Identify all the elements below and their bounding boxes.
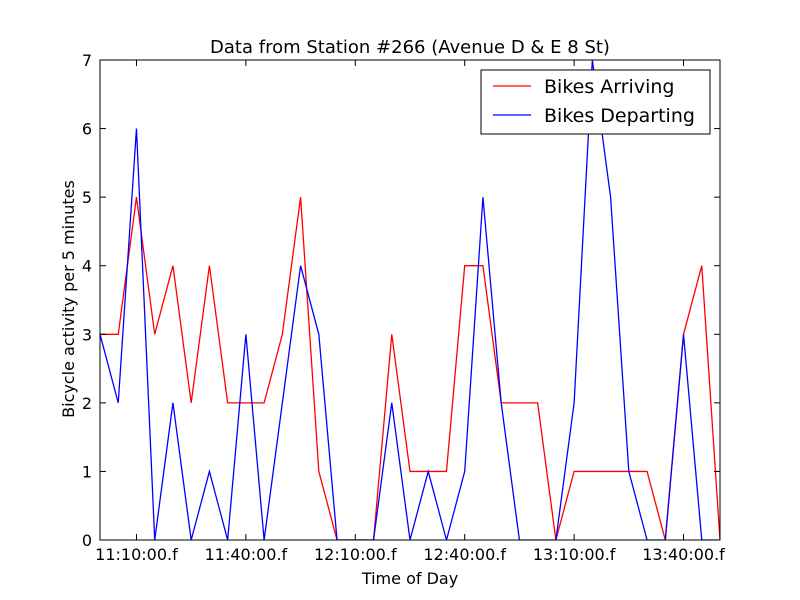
- y-axis-title: Bicycle activity per 5 minutes: [59, 180, 78, 418]
- y-tick-label: 2: [82, 394, 92, 413]
- series-lines: [100, 60, 720, 540]
- plot-frame: [99, 59, 721, 541]
- x-tick-label: 13:40:00.f: [642, 545, 725, 564]
- y-tick-label: 6: [82, 120, 92, 139]
- x-tick-label: 12:10:00.f: [314, 545, 397, 564]
- y-tick-label: 7: [82, 51, 92, 70]
- legend-label: Bikes Arriving: [544, 76, 674, 98]
- chart-title: Data from Station #266 (Avenue D & E 8 S…: [210, 37, 610, 58]
- y-tick-label: 5: [82, 188, 92, 207]
- y-tick-label: 3: [82, 325, 92, 344]
- series-line-arriving: [100, 197, 720, 540]
- y-tick-label: 0: [82, 531, 92, 550]
- legend-box: [480, 69, 711, 135]
- x-tick-label: 11:40:00.f: [205, 545, 288, 564]
- x-axis-title: Time of Day: [361, 569, 458, 588]
- y-tick-label: 4: [82, 257, 92, 276]
- x-tick-label: 11:10:00.f: [95, 545, 178, 564]
- x-tick-label: 13:10:00.f: [533, 545, 616, 564]
- x-tick-label: 12:40:00.f: [423, 545, 506, 564]
- series-line-departing: [100, 60, 720, 540]
- legend: Bikes Arriving Bikes Departing: [480, 69, 711, 135]
- legend-label: Bikes Departing: [544, 105, 695, 127]
- y-tick-label: 1: [82, 462, 92, 481]
- axes: 0 1 2 3 4 5 6 7 11:10:00.f 11:40:00.f 12:10:00.f 12…: [82, 51, 725, 564]
